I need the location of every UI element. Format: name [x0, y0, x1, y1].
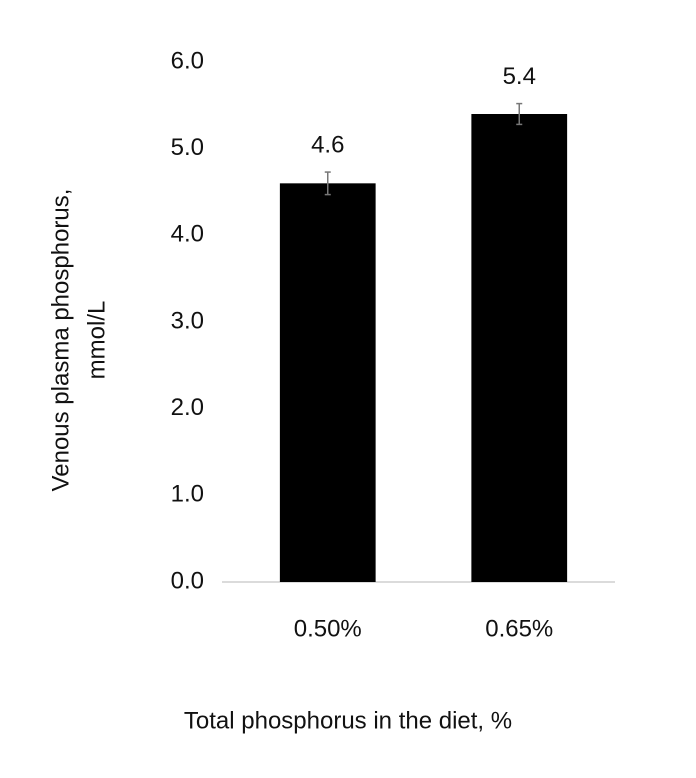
data-label: 5.4 — [503, 63, 536, 90]
y-tick-label: 5.0 — [171, 134, 204, 161]
y-tick-label: 6.0 — [171, 47, 204, 74]
bar — [279, 183, 376, 583]
x-tick-label: 0.65% — [485, 615, 553, 642]
y-axis-label-line: Venous plasma phosphorus, — [47, 189, 74, 492]
x-axis-label: Total phosphorus in the diet, % — [184, 707, 512, 734]
y-axis-label-line: mmol/L — [83, 301, 110, 380]
y-tick-label: 1.0 — [171, 481, 204, 508]
y-tick-label: 0.0 — [171, 567, 204, 594]
y-tick-label: 4.0 — [171, 221, 204, 248]
x-tick-label: 0.50% — [294, 615, 362, 642]
bar — [471, 114, 568, 582]
y-axis-label: Venous plasma phosphorus, mmol/L — [47, 189, 110, 492]
y-tick-label: 3.0 — [171, 307, 204, 334]
data-label: 4.6 — [311, 131, 344, 158]
y-tick-label: 2.0 — [171, 394, 204, 421]
